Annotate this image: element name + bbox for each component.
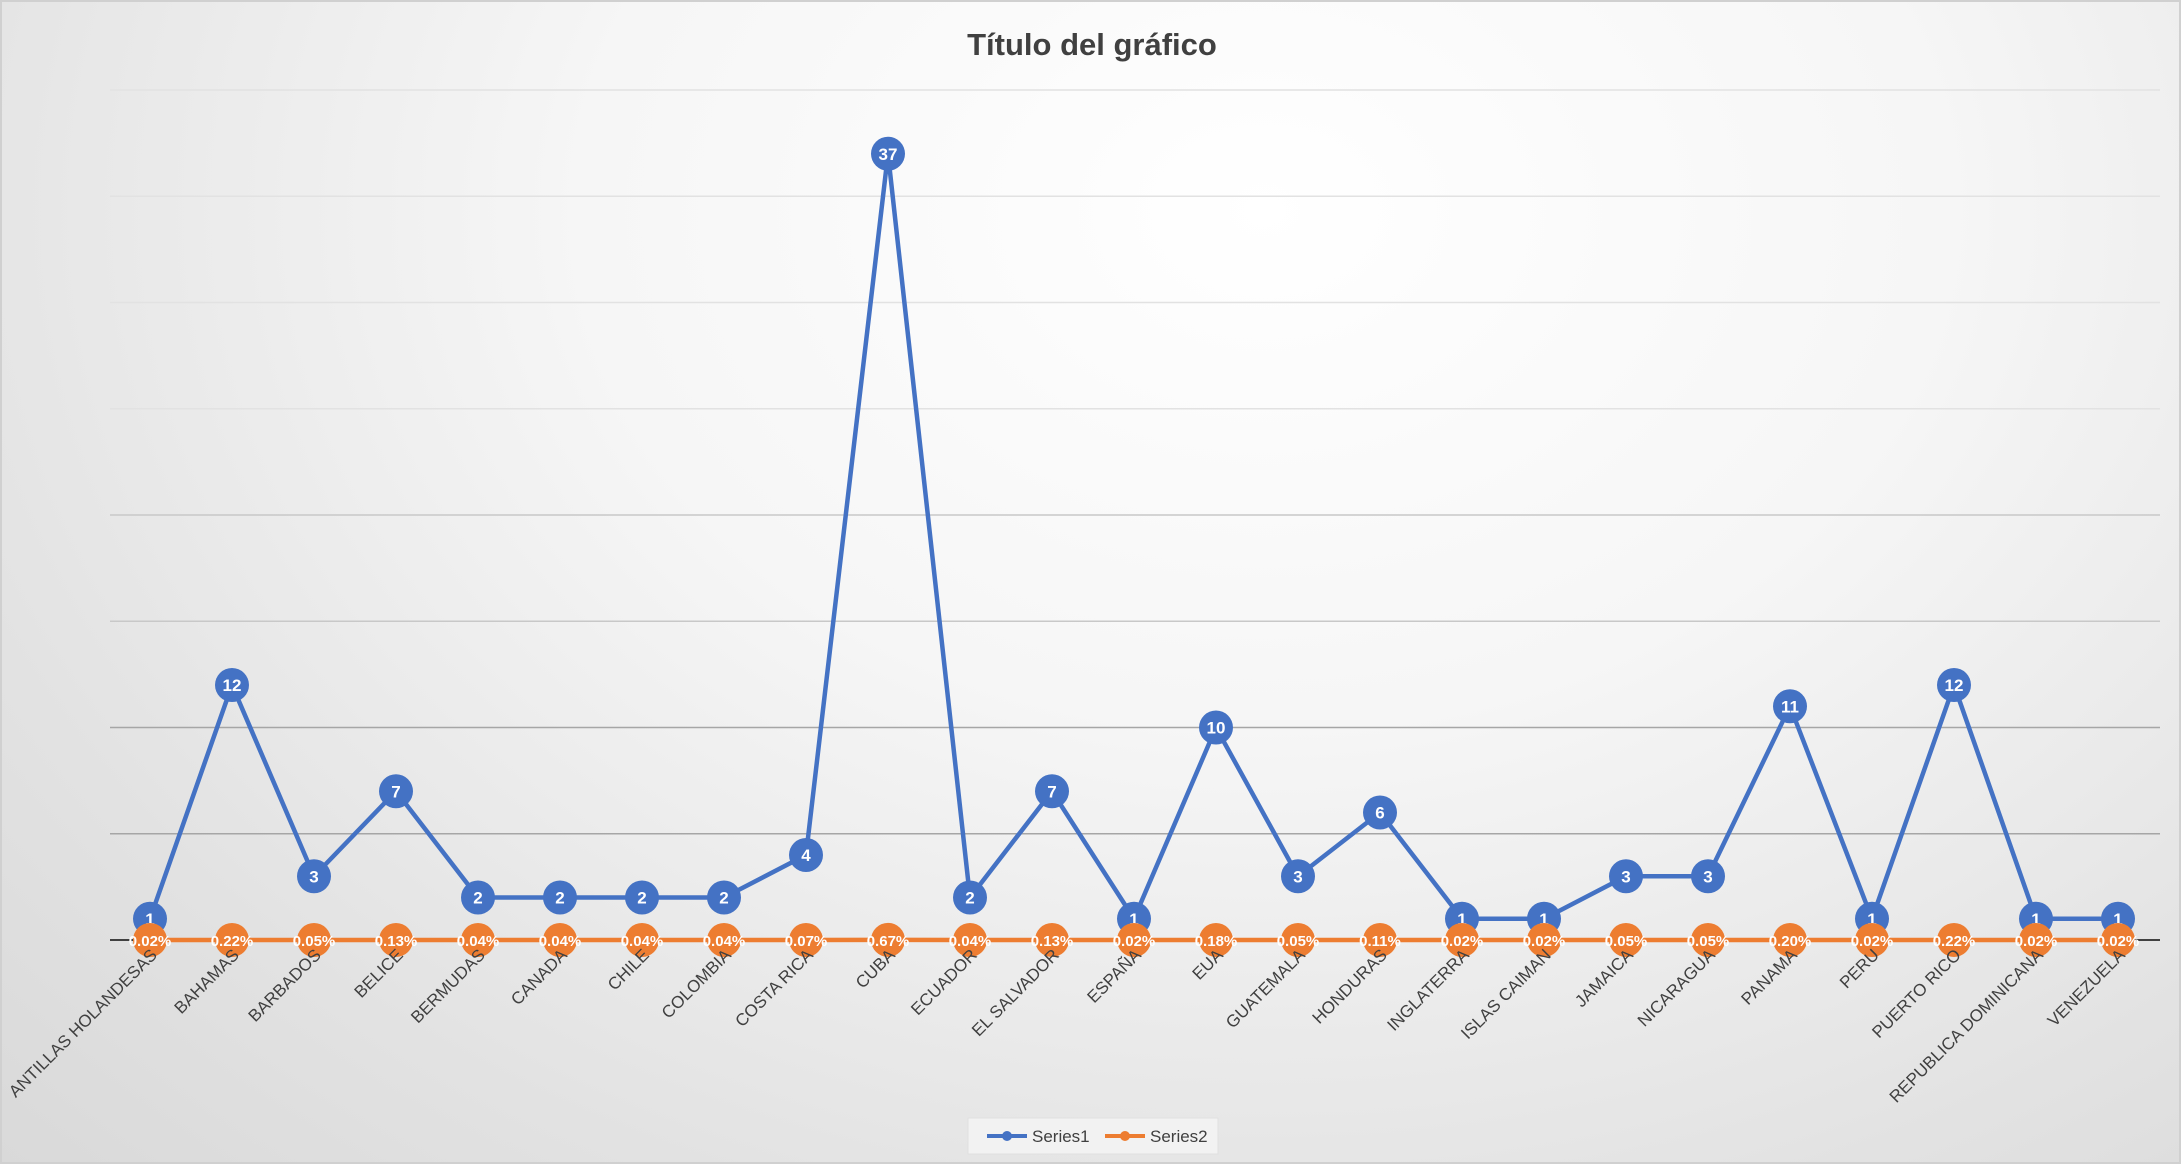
series-2-data-label: 0.05% (1687, 933, 1730, 950)
x-tick-label: PERU (1836, 945, 1883, 992)
series-2-data-label: 0.04% (703, 933, 746, 950)
gridlines (110, 90, 2160, 834)
x-tick-label: REPUBLICA DOMINICANA (1886, 945, 2048, 1107)
series-1-data-label: 2 (555, 889, 564, 908)
series-2-data-label: 0.02% (2015, 933, 2058, 950)
series-2-data-label: 0.05% (293, 933, 336, 950)
legend-series2-label: Series2 (1150, 1127, 1208, 1146)
series-1-data-label: 2 (637, 889, 646, 908)
x-tick-label: INGLATERRA (1383, 945, 1473, 1035)
series-2-data-label: 0.20% (1769, 933, 1812, 950)
series-1-data-label: 3 (1293, 867, 1302, 886)
series-2-data-label: 0.04% (621, 933, 664, 950)
legend-series1-marker (1002, 1131, 1012, 1141)
legend-series1-label: Series1 (1032, 1127, 1090, 1146)
series-1-data-label: 12 (223, 676, 242, 695)
x-tick-label: ECUADOR (907, 945, 981, 1019)
series-2-data-label: 0.04% (949, 933, 992, 950)
x-tick-label: EL SALVADOR (968, 945, 1063, 1040)
series-1-data-label: 10 (1207, 719, 1226, 738)
x-tick-label: CANADA (507, 945, 571, 1009)
series-2-data-label: 0.22% (211, 933, 254, 950)
series-2-data-label: 0.22% (1933, 933, 1976, 950)
series-1-data-label: 3 (1703, 867, 1712, 886)
series-2-data-label: 0.04% (539, 933, 582, 950)
series-2-data-label: 0.04% (457, 933, 500, 950)
x-tick-label: BARBADOS (245, 945, 325, 1025)
series-1-data-label: 7 (391, 782, 400, 801)
series-2-data-label: 0.67% (867, 933, 910, 950)
x-tick-label: VENEZUELA (2044, 945, 2129, 1030)
x-tick-label: NICARAGUA (1634, 945, 1719, 1030)
series-2-data-label: 0.02% (129, 933, 172, 950)
x-tick-label: ISLAS CAIMAN (1457, 945, 1555, 1043)
series-1-data-label: 6 (1375, 804, 1384, 823)
series-1-data-label: 2 (965, 889, 974, 908)
chart-title[interactable]: Título del gráfico (967, 27, 1217, 62)
x-tick-label: GUATEMALA (1222, 945, 1309, 1032)
series-2-data-label: 0.05% (1605, 933, 1648, 950)
x-tick-label: COSTA RICA (731, 945, 817, 1031)
series-1-data-label: 3 (1621, 867, 1630, 886)
legend-series2-marker (1120, 1131, 1130, 1141)
series-1-data-label: 2 (473, 889, 482, 908)
series-1-data-label: 7 (1047, 782, 1056, 801)
series-2-data-label: 0.07% (785, 933, 828, 950)
x-tick-label: ANTILLAS HOLANDESAS (5, 945, 161, 1101)
legend[interactable]: Series1 Series2 (968, 1118, 1218, 1154)
series-1-data-label: 3 (309, 867, 318, 886)
x-tick-label: PANAMA (1738, 945, 1802, 1009)
series-2-data-label: 0.13% (1031, 933, 1074, 950)
series-1-data-label: 4 (801, 846, 811, 865)
x-tick-label: CHILE (604, 945, 653, 994)
series-2-data-label: 0.13% (375, 933, 418, 950)
x-tick-label: HONDURAS (1309, 945, 1391, 1027)
series-2-data-label: 0.05% (1277, 933, 1320, 950)
x-tick-label: BERMUDAS (407, 945, 489, 1027)
series-2-data-label: 0.11% (1359, 933, 1401, 950)
series-2-data-label: 0.02% (1113, 933, 1156, 950)
series-2-data-label: 0.02% (2097, 933, 2140, 950)
series-2-data-label: 0.18% (1195, 933, 1238, 950)
series-1-data-label: 37 (879, 145, 898, 164)
x-tick-label: BAHAMAS (171, 945, 243, 1017)
series-2-data-label: 0.02% (1441, 933, 1484, 950)
series-1-data-label: 2 (719, 889, 728, 908)
series-2-data-label: 0.02% (1523, 933, 1566, 950)
x-tick-label: COLOMBIA (658, 945, 735, 1022)
series-2-data-label: 0.02% (1851, 933, 1894, 950)
series-1-data-label: 11 (1781, 697, 1799, 716)
series-1-line (150, 154, 2118, 919)
x-tick-label: BELICE (351, 945, 407, 1001)
x-tick-label: JAMAICA (1571, 945, 1637, 1011)
x-tick-label: ESPAÑA (1084, 945, 1146, 1007)
series-1-data-label: 12 (1945, 676, 1964, 695)
